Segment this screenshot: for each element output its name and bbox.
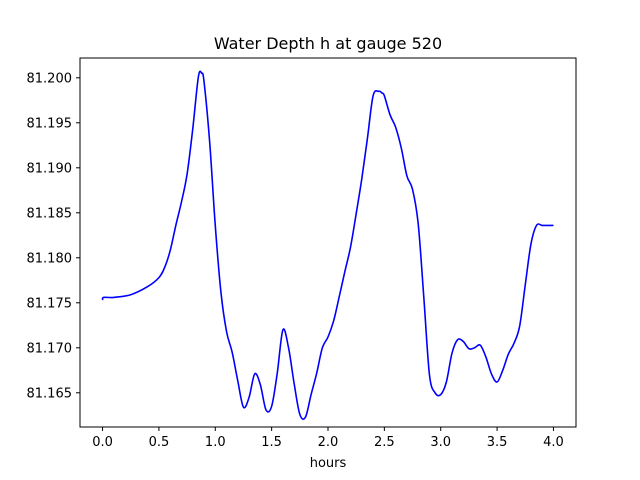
y-tick-label: 81.200 bbox=[27, 71, 73, 86]
y-tick-label: 81.195 bbox=[27, 116, 73, 131]
y-tick-label: 81.190 bbox=[27, 161, 73, 176]
x-axis-label: hours bbox=[310, 456, 347, 471]
x-tick-label: 2.5 bbox=[374, 435, 395, 450]
x-tick-label: 0.5 bbox=[149, 435, 170, 450]
x-tick-label: 3.5 bbox=[487, 435, 508, 450]
x-tick-label: 0.0 bbox=[92, 435, 113, 450]
x-tick-label: 1.0 bbox=[205, 435, 226, 450]
y-tick-label: 81.170 bbox=[27, 341, 73, 356]
x-tick-label: 2.0 bbox=[318, 435, 339, 450]
x-axis: 0.0 0.5 1.0 1.5 2.0 2.5 3.0 3.5 4.0 bbox=[92, 427, 564, 450]
y-tick-label: 81.175 bbox=[27, 296, 73, 311]
series-layer bbox=[101, 70, 554, 420]
y-tick-label: 81.185 bbox=[27, 206, 73, 221]
y-tick-label: 81.165 bbox=[27, 386, 73, 401]
x-tick-label: 1.5 bbox=[261, 435, 282, 450]
y-axis: 81.165 81.170 81.175 81.180 81.185 81.190 81.1… bbox=[27, 71, 80, 401]
x-tick-label: 3.0 bbox=[430, 435, 451, 450]
chart-title: Water Depth h at gauge 520 bbox=[214, 34, 442, 53]
y-tick-label: 81.180 bbox=[27, 251, 73, 266]
series-line bbox=[101, 70, 554, 420]
x-tick-label: 4.0 bbox=[543, 435, 564, 450]
